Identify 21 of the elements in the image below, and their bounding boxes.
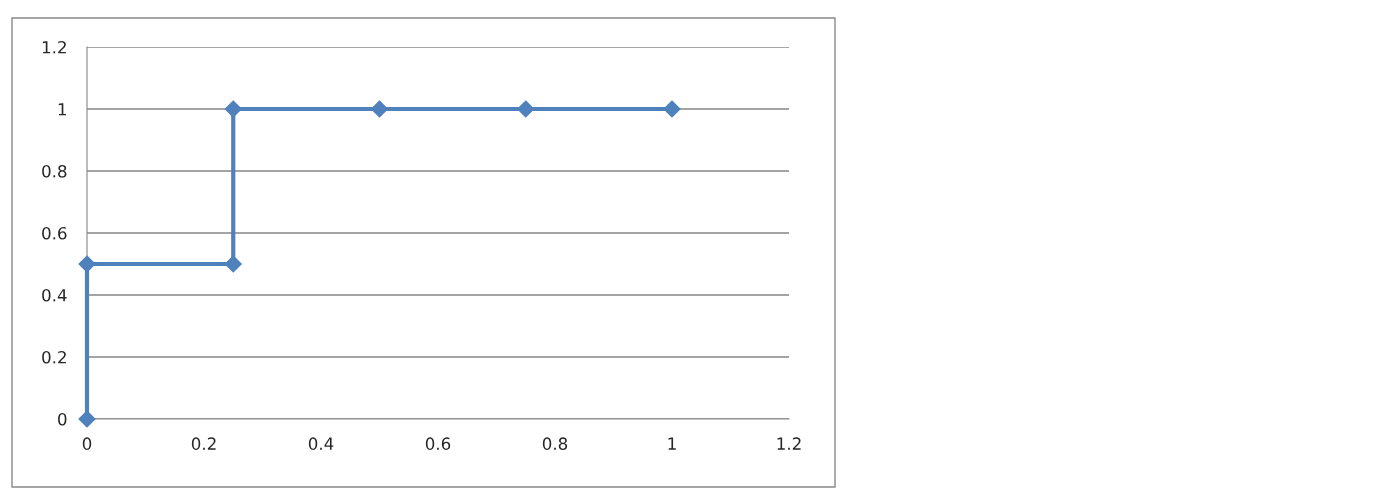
point (224, 100, 242, 118)
x-tick-label: 0.4 (308, 437, 334, 450)
point (78, 410, 96, 428)
y-tick-label: 0.6 (42, 226, 67, 240)
x-tick-label: 1.2 (777, 437, 801, 450)
x-tick-label: 0.6 (425, 437, 451, 450)
point (663, 100, 681, 118)
y-tick-label: 1.2 (42, 40, 66, 54)
x-tick-label: 0 (82, 437, 92, 450)
y-tick-label: 0.4 (42, 288, 67, 302)
point (370, 100, 389, 118)
y-tick-label: 1 (58, 103, 67, 116)
point (78, 255, 96, 273)
point (224, 255, 242, 273)
x-tick-label: 0.8 (542, 437, 568, 450)
y-tick-label: 0.2 (42, 350, 66, 364)
y-tick-label: 0 (58, 412, 67, 426)
y-tick-label: 0.8 (42, 164, 67, 178)
x-tick-label: 1 (668, 437, 676, 450)
point (517, 100, 535, 118)
x-tick-label: 0.2 (191, 437, 216, 450)
